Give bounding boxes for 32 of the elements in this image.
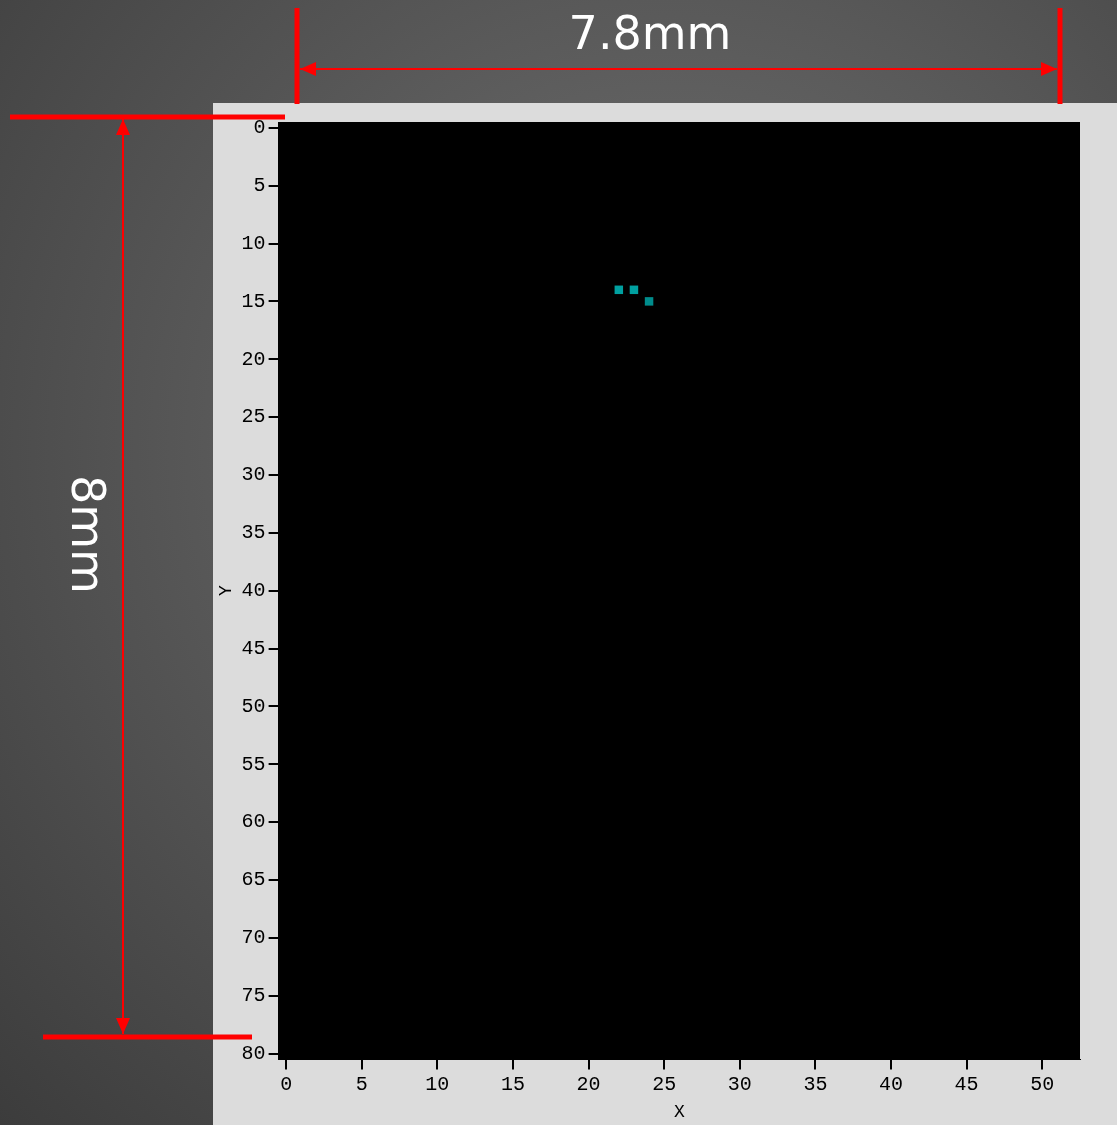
y-tick-label: 45 [241,636,266,660]
x-tick-label: 40 [878,1072,903,1096]
x-tick-label: 0 [280,1072,293,1096]
x-tick-label: 15 [500,1072,525,1096]
y-tick-label: 20 [241,347,266,371]
y-tick-label: 10 [241,231,266,255]
y-tick-label: 0 [253,116,266,140]
x-axis-title: X [673,1101,685,1122]
y-tick-label: 75 [241,984,266,1008]
x-tick-label: 45 [954,1072,979,1096]
text: 8mm [61,475,115,594]
y-tick-label: 30 [241,463,266,487]
x-tick-label: 50 [1030,1072,1055,1096]
y-tick-label: 80 [241,1041,266,1065]
x-tick-label: 25 [652,1072,677,1096]
y-tick-label: 25 [241,405,266,429]
y-axis-title: Y [215,585,236,597]
x-tick-label: 10 [425,1072,450,1096]
x-tick-label: 5 [355,1072,368,1096]
text: 7.8mm [567,6,733,60]
x-tick-label: 35 [803,1072,828,1096]
x-tick-label: 20 [576,1072,601,1096]
y-tick-label: 60 [241,810,266,834]
y-tick-label: 5 [253,173,266,197]
x-tick-label: 30 [727,1072,752,1096]
y-tick-label: 65 [241,868,266,892]
y-tick-label: 50 [241,694,266,718]
y-tick-label: 70 [241,926,266,950]
y-tick-label: 15 [241,289,266,313]
y-tick-label: 40 [241,579,266,602]
y-tick-label: 35 [241,521,266,545]
y-tick-label: 55 [241,752,266,776]
